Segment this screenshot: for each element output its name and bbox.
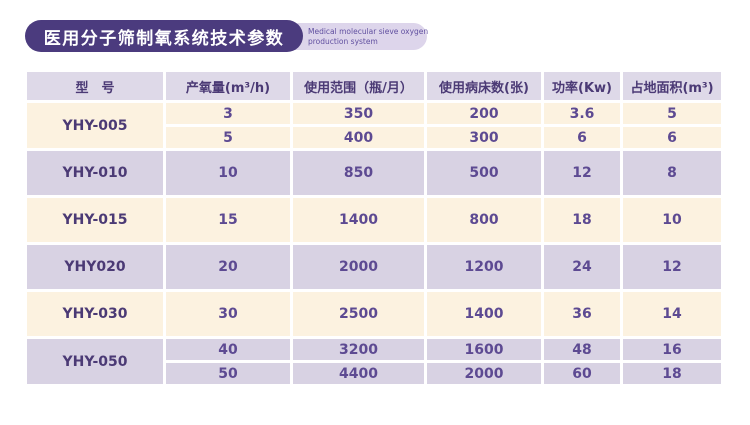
- value-cell: 48: [541, 336, 623, 363]
- value-cell: 3: [163, 100, 293, 127]
- value-cell: 850: [290, 148, 427, 198]
- value-cell: 18: [620, 360, 724, 387]
- value-cell: 1600: [424, 336, 544, 363]
- table-row-yhy-005: YHY-005 3 350 200 3.6 5: [24, 100, 724, 151]
- subtitle-line2: production system: [308, 36, 378, 46]
- value-cell: 12: [541, 148, 623, 198]
- value-cell: 1400: [424, 289, 544, 339]
- value-cell: 500: [424, 148, 544, 198]
- table-subrow-yhy-005: 5 400 300 6 6: [26, 124, 724, 151]
- table-row-yhy-030: YHY-030 30 2500 1400 36 14: [24, 289, 724, 339]
- value-cell: 2500: [290, 289, 427, 339]
- col-header-oxygen-output: 产氧量(m³/h): [163, 69, 293, 103]
- value-cell: 14: [620, 289, 724, 339]
- value-cell: 12: [620, 242, 724, 292]
- col-header-bed-count: 使用病床数(张): [424, 69, 544, 103]
- value-cell: 5: [620, 100, 724, 127]
- model-cell: YHY-050: [24, 336, 166, 387]
- col-header-usage-range: 使用范围（瓶/月）: [290, 69, 427, 103]
- col-header-floor-area: 占地面积(m³): [620, 69, 724, 103]
- value-cell: 350: [290, 100, 427, 127]
- value-cell: 300: [424, 124, 544, 151]
- model-cell: YHY-030: [24, 289, 166, 339]
- model-cell: YHY020: [24, 242, 166, 292]
- value-cell: 18: [541, 195, 623, 245]
- value-cell: 5: [163, 124, 293, 151]
- value-cell: 24: [541, 242, 623, 292]
- value-cell: 15: [163, 195, 293, 245]
- value-cell: 1400: [290, 195, 427, 245]
- value-cell: 400: [290, 124, 427, 151]
- value-cell: 6: [620, 124, 724, 151]
- value-cell: 6: [541, 124, 623, 151]
- table-row-yhy-010: YHY-010 10 850 500 12 8: [24, 148, 724, 198]
- value-cell: 8: [620, 148, 724, 198]
- col-header-model: 型 号: [24, 69, 166, 103]
- value-cell: 10: [163, 148, 293, 198]
- value-cell: 60: [541, 360, 623, 387]
- page-title: 医用分子筛制氧系统技术参数: [43, 28, 285, 49]
- value-cell: 200: [424, 100, 544, 127]
- value-cell: 10: [620, 195, 724, 245]
- value-cell: 2000: [290, 242, 427, 292]
- value-cell: 1200: [424, 242, 544, 292]
- value-cell: 36: [541, 289, 623, 339]
- header-row: 型 号 产氧量(m³/h) 使用范围（瓶/月） 使用病床数(张) 功率(Kw) …: [24, 69, 724, 103]
- spec-table: 型 号 产氧量(m³/h) 使用范围（瓶/月） 使用病床数(张) 功率(Kw) …: [24, 69, 724, 387]
- table-row-yhy-015: YHY-015 15 1400 800 18 10: [24, 195, 724, 245]
- table-row-yhy020: YHY020 20 2000 1200 24 12: [24, 242, 724, 292]
- value-cell: 4400: [290, 360, 427, 387]
- model-cell: YHY-005: [24, 100, 166, 151]
- value-cell: 20: [163, 242, 293, 292]
- value-cell: 3.6: [541, 100, 623, 127]
- table-row-yhy-050: YHY-050 40 3200 1600 48 16: [24, 336, 724, 387]
- value-cell: 50: [163, 360, 293, 387]
- title-badge: 医用分子筛制氧系统技术参数: [25, 20, 303, 52]
- subtitle-line1: Medical molecular sieve oxygen: [308, 27, 429, 36]
- value-cell: 2000: [424, 360, 544, 387]
- value-cell: 3200: [290, 336, 427, 363]
- value-cell: 16: [620, 336, 724, 363]
- value-cell: 800: [424, 195, 544, 245]
- table-subrow-yhy-050: 50 4400 2000 60 18: [26, 360, 724, 387]
- value-cell: 30: [163, 289, 293, 339]
- model-cell: YHY-010: [24, 148, 166, 198]
- value-cell: 40: [163, 336, 293, 363]
- model-cell: YHY-015: [24, 195, 166, 245]
- col-header-power: 功率(Kw): [541, 69, 623, 103]
